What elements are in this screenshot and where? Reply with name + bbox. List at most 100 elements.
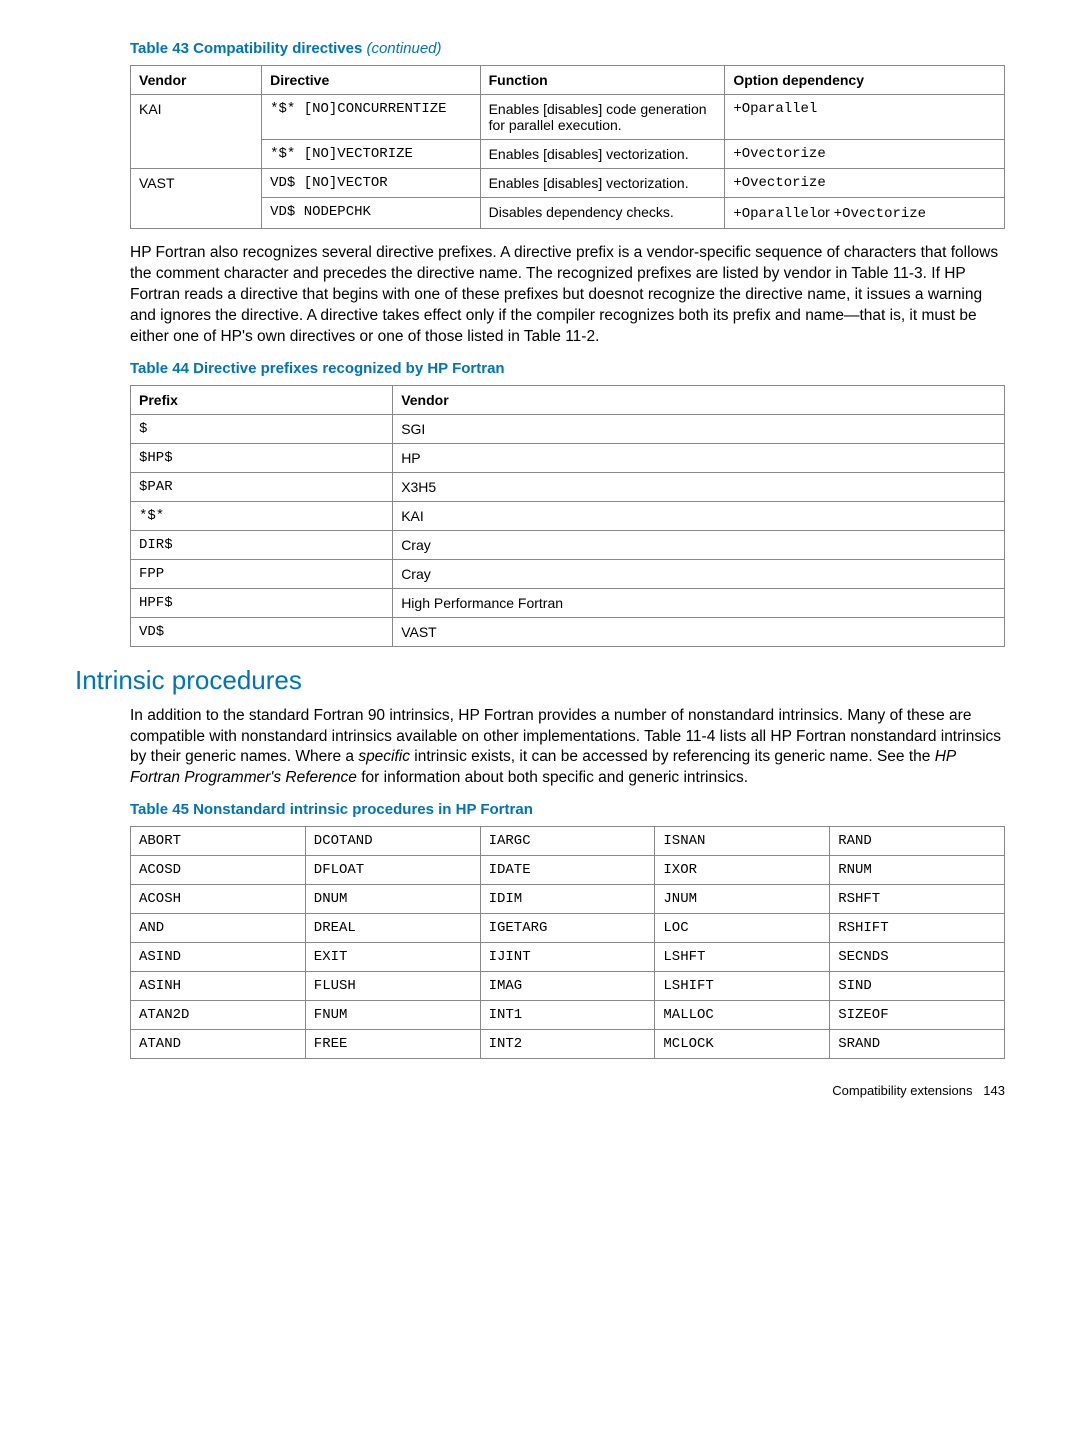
t43-option: +Oparallelor +Ovectorize — [725, 198, 1005, 229]
table-row: ATAN2DFNUMINT1MALLOCSIZEOF — [131, 1001, 1005, 1030]
table-row: ASINHFLUSHIMAGLSHIFTSIND — [131, 972, 1005, 1001]
t45-cell: DREAL — [305, 914, 480, 943]
table-row: *$*KAI — [131, 501, 1005, 530]
t45-cell: SRAND — [830, 1030, 1005, 1059]
table-row: VD$VAST — [131, 617, 1005, 646]
t45-cell: INT1 — [480, 1001, 655, 1030]
t44-prefix: HPF$ — [131, 588, 393, 617]
table43: Vendor Directive Function Option depende… — [130, 65, 1005, 229]
table-row: FPPCray — [131, 559, 1005, 588]
t44-vendor: Cray — [393, 530, 1005, 559]
para2-c: for information about both specific and … — [357, 769, 748, 786]
table45-caption: Table 45 Nonstandard intrinsic procedure… — [130, 801, 1005, 818]
table44: Prefix Vendor $SGI$HP$HP$PARX3H5*$*KAIDI… — [130, 385, 1005, 647]
para2-b: intrinsic exists, it can be accessed by … — [410, 748, 935, 765]
table-row: ATANDFREEINT2MCLOCKSRAND — [131, 1030, 1005, 1059]
table-row: *$* [NO]VECTORIZE Enables [disables] vec… — [131, 140, 1005, 169]
t45-cell: MALLOC — [655, 1001, 830, 1030]
table44-caption: Table 44 Directive prefixes recognized b… — [130, 360, 1005, 377]
t45-cell: IARGC — [480, 827, 655, 856]
t45-cell: LSHIFT — [655, 972, 830, 1001]
t44-prefix: $ — [131, 414, 393, 443]
table43-h2: Function — [480, 66, 725, 95]
t45-cell: ASINH — [131, 972, 306, 1001]
table-row: $PARX3H5 — [131, 472, 1005, 501]
t44-prefix: $HP$ — [131, 443, 393, 472]
t43-directive: VD$ [NO]VECTOR — [262, 169, 481, 198]
t43-function: Enables [disables] vectorization. — [480, 169, 725, 198]
section-heading-intrinsic: Intrinsic procedures — [75, 665, 1005, 696]
t45-cell: RSHFT — [830, 885, 1005, 914]
t44-vendor: High Performance Fortran — [393, 588, 1005, 617]
t43-function: Enables [disables] code generation for p… — [480, 95, 725, 140]
table43-h1: Directive — [262, 66, 481, 95]
t45-cell: RSHIFT — [830, 914, 1005, 943]
t43-function: Enables [disables] vectorization. — [480, 140, 725, 169]
t45-cell: IGETARG — [480, 914, 655, 943]
t45-cell: IMAG — [480, 972, 655, 1001]
t45-cell: RAND — [830, 827, 1005, 856]
table45: ABORTDCOTANDIARGCISNANRANDACOSDDFLOATIDA… — [130, 826, 1005, 1059]
t45-cell: ATAN2D — [131, 1001, 306, 1030]
t45-cell: AND — [131, 914, 306, 943]
t44-prefix: DIR$ — [131, 530, 393, 559]
table-row: HPF$High Performance Fortran — [131, 588, 1005, 617]
t43-option: +Oparallel — [725, 95, 1005, 140]
t44-vendor: Cray — [393, 559, 1005, 588]
table43-caption: Table 43 Compatibility directives (conti… — [130, 40, 1005, 57]
t44-prefix: *$* — [131, 501, 393, 530]
table43-h3: Option dependency — [725, 66, 1005, 95]
t43-directive: *$* [NO]CONCURRENTIZE — [262, 95, 481, 140]
t45-cell: IDATE — [480, 856, 655, 885]
t43-vendor: VAST — [131, 169, 262, 229]
t45-cell: DNUM — [305, 885, 480, 914]
t45-cell: FLUSH — [305, 972, 480, 1001]
table-row: VD$ NODEPCHK Disables dependency checks.… — [131, 198, 1005, 229]
t43-function: Disables dependency checks. — [480, 198, 725, 229]
t44-vendor: SGI — [393, 414, 1005, 443]
t44-prefix: $PAR — [131, 472, 393, 501]
table-row: ACOSDDFLOATIDATEIXORRNUM — [131, 856, 1005, 885]
table-row: $HP$HP — [131, 443, 1005, 472]
t44-vendor: KAI — [393, 501, 1005, 530]
t43-option: +Ovectorize — [725, 169, 1005, 198]
table-row: DIR$Cray — [131, 530, 1005, 559]
t43-directive: VD$ NODEPCHK — [262, 198, 481, 229]
t45-cell: DCOTAND — [305, 827, 480, 856]
table43-continued: (continued) — [366, 40, 441, 57]
t43-opt-pre: +Oparallel — [733, 206, 817, 222]
t45-cell: FREE — [305, 1030, 480, 1059]
t45-cell: ACOSH — [131, 885, 306, 914]
t45-cell: RNUM — [830, 856, 1005, 885]
table-row: ANDDREALIGETARGLOCRSHIFT — [131, 914, 1005, 943]
t45-cell: FNUM — [305, 1001, 480, 1030]
t45-cell: IXOR — [655, 856, 830, 885]
t45-cell: DFLOAT — [305, 856, 480, 885]
t43-opt-mid: or — [817, 204, 833, 220]
paragraph-2: In addition to the standard Fortran 90 i… — [130, 706, 1005, 790]
t43-opt-post: +Ovectorize — [834, 206, 926, 222]
t44-prefix: FPP — [131, 559, 393, 588]
table43-h0: Vendor — [131, 66, 262, 95]
t45-cell: ACOSD — [131, 856, 306, 885]
t45-cell: ATAND — [131, 1030, 306, 1059]
t45-cell: SIND — [830, 972, 1005, 1001]
t45-cell: EXIT — [305, 943, 480, 972]
t44-vendor: VAST — [393, 617, 1005, 646]
t44-vendor: HP — [393, 443, 1005, 472]
table-row: VAST VD$ [NO]VECTOR Enables [disables] v… — [131, 169, 1005, 198]
t45-cell: SIZEOF — [830, 1001, 1005, 1030]
para2-specific: specific — [358, 748, 410, 765]
t45-cell: JNUM — [655, 885, 830, 914]
t45-cell: LOC — [655, 914, 830, 943]
table44-h0: Prefix — [131, 385, 393, 414]
t45-cell: IDIM — [480, 885, 655, 914]
footer-page: 143 — [983, 1083, 1005, 1098]
paragraph-1: HP Fortran also recognizes several direc… — [130, 243, 1005, 348]
table-row: ACOSHDNUMIDIMJNUMRSHFT — [131, 885, 1005, 914]
t44-prefix: VD$ — [131, 617, 393, 646]
table43-caption-text: Table 43 Compatibility directives — [130, 40, 362, 57]
t43-vendor: KAI — [131, 95, 262, 169]
table44-h1: Vendor — [393, 385, 1005, 414]
table-row: $SGI — [131, 414, 1005, 443]
